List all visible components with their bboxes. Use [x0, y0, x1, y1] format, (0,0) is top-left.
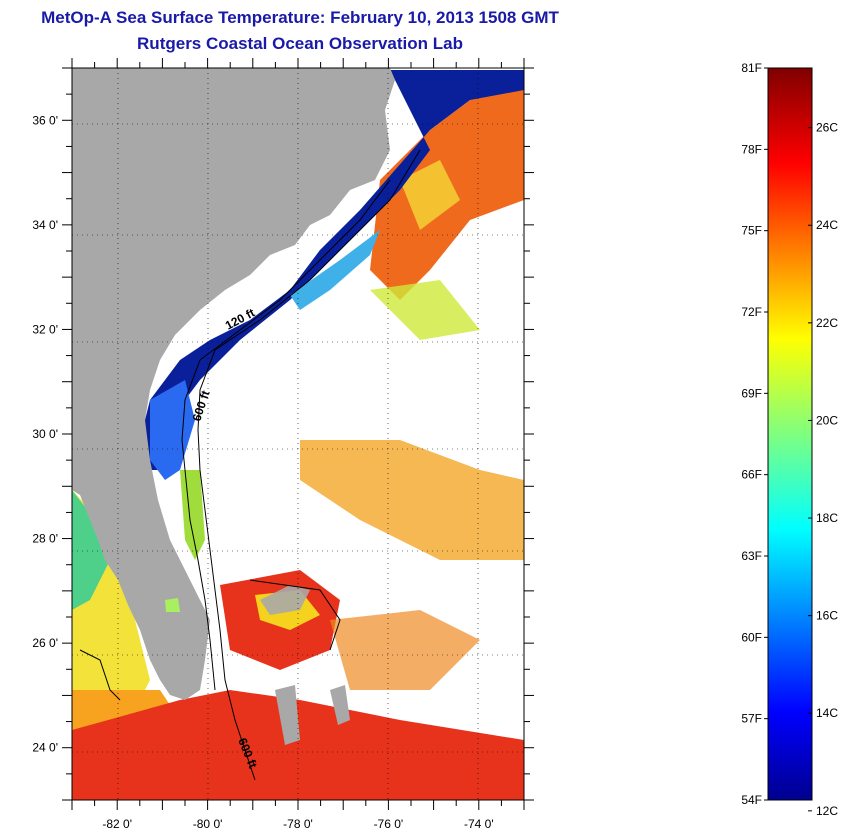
lat-tick-label: 28 0': [32, 532, 58, 546]
lon-tick-label: -82 0': [102, 817, 132, 831]
gulf-sst-cool-region: [72, 490, 110, 610]
colorbar-f-label: 63F: [741, 549, 762, 563]
lon-tick-label: -76 0': [374, 817, 404, 831]
eleuthera-island: [330, 685, 350, 725]
offshore-sst-region: [300, 440, 524, 560]
isobath-bahamas: [249, 579, 341, 651]
straits-sst-region: [72, 690, 524, 800]
florida-shelf-band: [180, 470, 205, 560]
lat-tick-label: 34 0': [32, 218, 58, 232]
lat-lon-grid: [72, 68, 524, 800]
colorbar-f-label: 81F: [741, 61, 762, 75]
colorbar-c-label: 24C: [816, 218, 838, 232]
colorbar-f-label: 78F: [741, 142, 762, 156]
shelf-break-region: [370, 280, 480, 340]
grand-bahama-island: [260, 585, 310, 615]
colorbar-f-label: 69F: [741, 386, 762, 400]
colorbar-c-label: 14C: [816, 706, 838, 720]
lon-tick-label: -80 0': [193, 817, 223, 831]
colorbar-frame: [767, 67, 813, 801]
land-mass: [72, 68, 395, 745]
colorbar-f-label: 54F: [741, 793, 762, 807]
map-axes: 24 0' 26 0' 28 0' 30 0' 32 0' 34 0' 36 0' -82 0…: [32, 58, 534, 831]
lat-tick-label: 30 0': [32, 427, 58, 441]
isobath-gulf: [79, 649, 121, 701]
andros-island: [275, 685, 300, 745]
us-southeast-coast: [72, 68, 395, 700]
shelf-cool-band: [290, 230, 380, 310]
gulf-stream-edge-region: [400, 160, 460, 230]
colorbar-c-label: 12C: [816, 804, 838, 818]
lat-tick-label: 26 0': [32, 636, 58, 650]
colorbar-c-label: 20C: [816, 413, 838, 427]
colorbar-f-label: 72F: [741, 305, 762, 319]
lon-tick-label: -78 0': [283, 817, 313, 831]
map-subtitle: Rutgers Coastal Ocean Observation Lab: [137, 34, 463, 53]
colorbar-labels: 81F 78F 75F 72F 69F 66F 63F 60F 57F 54F 26C 24C 22C 2…: [741, 61, 838, 818]
colorbar-c-label: 16C: [816, 609, 838, 623]
lake-okeechobee: [165, 598, 180, 612]
colorbar-f-label: 66F: [741, 468, 762, 482]
map-title: MetOp-A Sea Surface Temperature: Februar…: [41, 8, 559, 27]
lat-tick-label: 24 0': [32, 741, 58, 755]
colorbar-f-label: 57F: [741, 712, 762, 726]
colorbar-c-label: 26C: [816, 121, 838, 135]
colorbar-f-label: 75F: [741, 224, 762, 238]
lat-tick-label: 32 0': [32, 322, 58, 336]
map-panel: 120 ft 600 ft 600 ft: [71, 67, 525, 801]
colorbar-f-label: 60F: [741, 630, 762, 644]
isobath-120ft: [181, 179, 391, 691]
colorbar: 81F 78F 75F 72F 69F 66F 63F 60F 57F 54F 26C 24C 22C 2…: [741, 61, 838, 818]
colorbar-c-label: 22C: [816, 316, 838, 330]
lat-tick-label: 36 0': [32, 113, 58, 127]
colorbar-c-label: 18C: [816, 511, 838, 525]
lon-tick-label: -74 0': [464, 817, 494, 831]
colorbar-gradient: [768, 68, 812, 800]
southeast-sst-region: [330, 610, 480, 690]
